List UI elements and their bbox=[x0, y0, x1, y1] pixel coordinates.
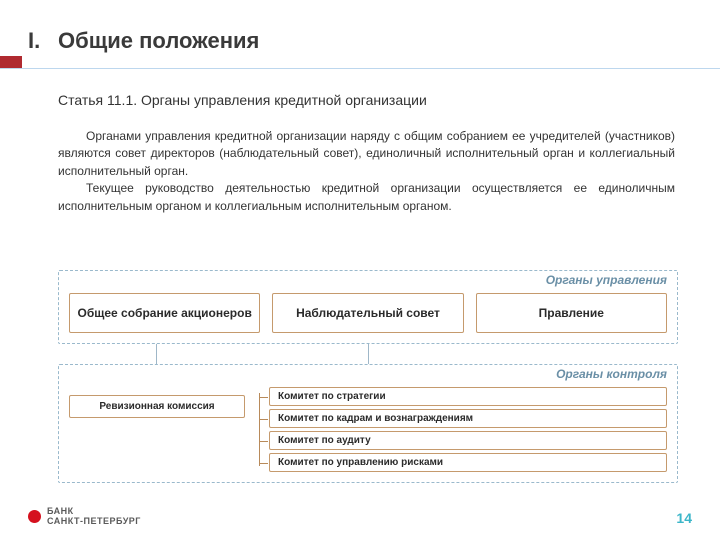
group-control: Органы контроля Ревизионная комиссия Ком… bbox=[58, 364, 678, 483]
box-revision-commission: Ревизионная комиссия bbox=[69, 395, 245, 418]
box-supervisory-board: Наблюдательный совет bbox=[272, 293, 463, 333]
group-management: Органы управления Общее собрание акционе… bbox=[58, 270, 678, 344]
article-title: Статья 11.1. Органы управления кредитной… bbox=[58, 92, 680, 108]
org-diagram: Органы управления Общее собрание акционе… bbox=[58, 270, 678, 493]
box-shareholders-meeting: Общее собрание акционеров bbox=[69, 293, 260, 333]
committees-stem bbox=[259, 393, 260, 466]
article-body: Органами управления кредитной организаци… bbox=[58, 128, 675, 215]
logo-dot-icon bbox=[28, 510, 41, 523]
page-number: 14 bbox=[676, 510, 692, 526]
bank-logo: БАНК САНКТ-ПЕТЕРБУРГ bbox=[28, 507, 141, 526]
connectors bbox=[58, 352, 678, 364]
section-title: Общие положения bbox=[58, 28, 259, 54]
committee-hr: Комитет по кадрам и вознаграждениям bbox=[269, 409, 667, 428]
paragraph-1: Органами управления кредитной организаци… bbox=[58, 128, 675, 180]
committee-risk: Комитет по управлению рисками bbox=[269, 453, 667, 472]
committees-list: Комитет по стратегии Комитет по кадрам и… bbox=[269, 387, 667, 472]
box-board: Правление bbox=[476, 293, 667, 333]
group-control-label: Органы контроля bbox=[556, 367, 667, 381]
accent-bar bbox=[0, 56, 22, 68]
committee-strategy: Комитет по стратегии bbox=[269, 387, 667, 406]
logo-line-2: САНКТ-ПЕТЕРБУРГ bbox=[47, 517, 141, 526]
logo-text: БАНК САНКТ-ПЕТЕРБУРГ bbox=[47, 507, 141, 526]
section-number: I. bbox=[28, 28, 40, 54]
committee-audit: Комитет по аудиту bbox=[269, 431, 667, 450]
paragraph-2: Текущее руководство деятельностью кредит… bbox=[58, 180, 675, 215]
management-row: Общее собрание акционеров Наблюдательный… bbox=[69, 293, 667, 333]
header-rule bbox=[0, 68, 720, 69]
group-management-label: Органы управления bbox=[546, 273, 667, 287]
